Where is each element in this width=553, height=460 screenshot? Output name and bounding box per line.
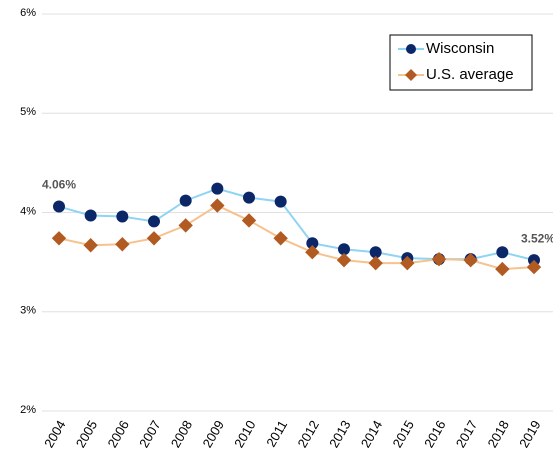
- marker: [241, 213, 257, 228]
- x-tick-label: 2010: [231, 418, 258, 451]
- x-tick-label: 2007: [136, 418, 163, 451]
- y-tick-label: 6%: [20, 7, 36, 19]
- marker: [496, 246, 509, 259]
- y-tick-label: 3%: [20, 305, 36, 317]
- marker: [369, 246, 382, 259]
- marker: [305, 245, 320, 260]
- x-tick-label: 2013: [326, 418, 353, 451]
- x-tick-label: 2004: [41, 418, 68, 451]
- y-tick-label: 2%: [20, 404, 36, 416]
- marker: [211, 182, 224, 195]
- marker: [273, 231, 288, 246]
- marker: [243, 191, 255, 204]
- marker: [210, 198, 225, 213]
- series-line: [58, 187, 535, 262]
- marker: [406, 44, 416, 54]
- marker: [53, 200, 65, 213]
- marker: [178, 218, 193, 233]
- data-label: 4.06%: [42, 178, 76, 192]
- legend: Wisconsin U.S. average: [389, 34, 533, 91]
- marker: [526, 259, 542, 275]
- x-tick-label: 2016: [421, 418, 448, 451]
- x-tick-label: 2011: [263, 418, 290, 450]
- marker: [83, 238, 98, 253]
- marker: [116, 210, 129, 223]
- marker: [336, 252, 352, 268]
- x-tick-label: 2012: [294, 418, 321, 451]
- marker: [338, 243, 350, 256]
- x-tick-label: 2005: [73, 418, 100, 451]
- marker: [306, 237, 319, 250]
- x-tick-label: 2009: [199, 418, 226, 451]
- marker: [115, 237, 130, 252]
- legend-label: Wisconsin: [426, 40, 494, 57]
- marker: [179, 194, 192, 207]
- series-line: [58, 204, 535, 271]
- x-tick-label: 2015: [389, 418, 416, 451]
- marker: [400, 255, 415, 271]
- marker: [148, 215, 160, 228]
- y-tick-label: 4%: [20, 205, 36, 217]
- legend-label: U.S. average: [426, 66, 514, 83]
- marker: [146, 231, 162, 246]
- x-tick-label: 2006: [104, 418, 131, 451]
- marker: [431, 251, 447, 267]
- marker: [463, 252, 478, 268]
- x-tick-label: 2017: [453, 418, 480, 451]
- marker: [274, 195, 287, 208]
- marker: [495, 261, 510, 277]
- x-tick-label: 2019: [516, 418, 543, 451]
- marker: [405, 69, 417, 81]
- marker: [368, 255, 383, 271]
- legend-box: [389, 34, 533, 91]
- y-tick-label: 5%: [20, 106, 36, 118]
- data-label: 3.52%: [521, 231, 553, 245]
- marker: [51, 231, 67, 246]
- x-tick-label: 2014: [358, 418, 385, 451]
- x-tick-label: 2018: [484, 418, 511, 451]
- marker: [84, 209, 97, 222]
- x-tick-label: 2008: [168, 418, 195, 451]
